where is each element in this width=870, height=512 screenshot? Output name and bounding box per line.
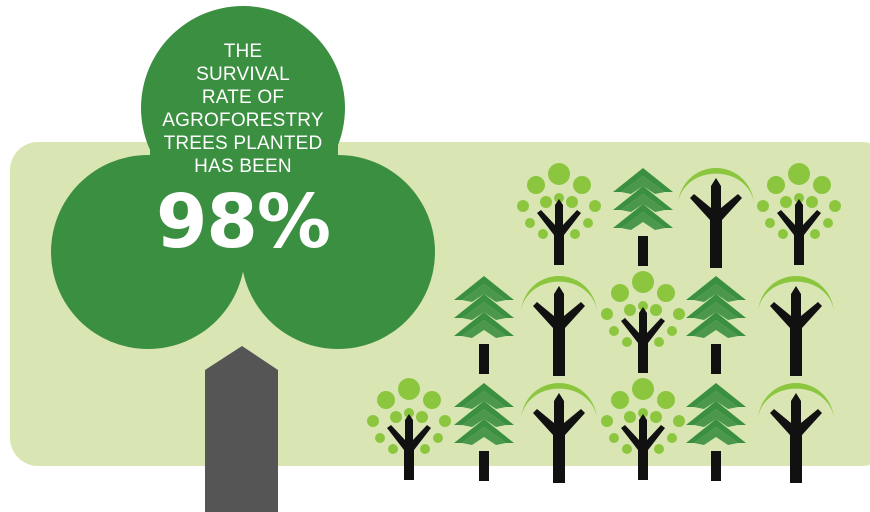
headline-line-6: HAS BEEN (194, 156, 292, 177)
round-tree-icon (758, 276, 834, 376)
big-tree-trunk (205, 346, 278, 512)
headline-line-1: THE (223, 41, 263, 62)
pine-tree-icon (686, 383, 746, 481)
dotted-tree-icon (517, 163, 601, 265)
headline-line-5: TREES PLANTED (163, 133, 323, 154)
pine-tree-icon (613, 168, 673, 266)
pine-tree-icon (454, 276, 514, 374)
round-tree-icon (678, 168, 754, 268)
round-tree-icon (758, 383, 834, 483)
round-tree-icon (521, 276, 597, 376)
dotted-tree-icon (757, 163, 841, 265)
big-tree-canopy (51, 6, 435, 349)
headline-line-3: RATE OF (201, 87, 285, 108)
headline-line-2: SURVIVAL (196, 64, 290, 85)
survival-rate-value: 98% (155, 179, 331, 265)
round-tree-icon (521, 383, 597, 483)
dotted-tree-icon (601, 271, 685, 373)
headline-line-4: AGROFORESTRY (162, 110, 324, 131)
headline: THE SURVIVAL RATE OF AGROFORESTRY TREES … (118, 40, 368, 262)
tree-icons-group (367, 163, 841, 483)
dotted-tree-icon (367, 378, 451, 480)
dotted-tree-icon (601, 378, 685, 480)
pine-tree-icon (454, 383, 514, 481)
pine-tree-icon (686, 276, 746, 374)
